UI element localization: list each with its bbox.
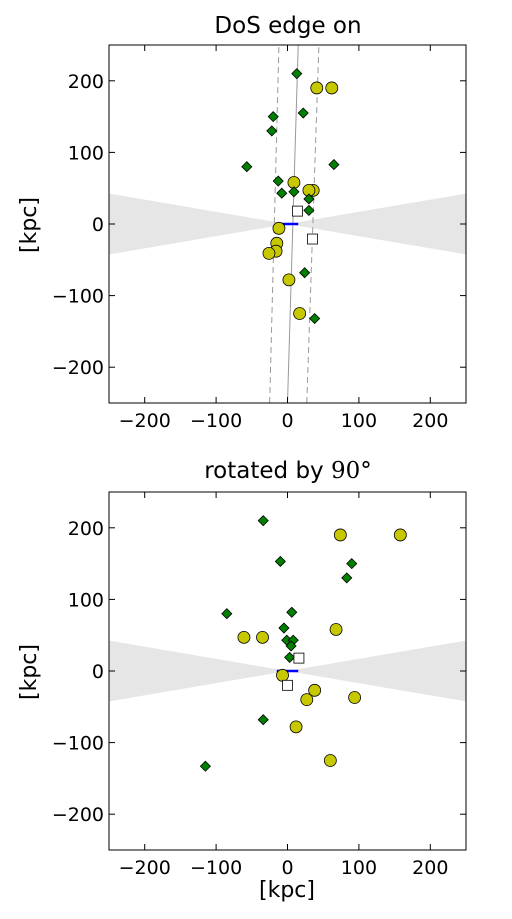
data-point-square	[292, 205, 303, 217]
data-point-diamond	[221, 608, 233, 620]
y-tick-label: 200	[68, 71, 104, 93]
data-point-circle	[262, 246, 276, 260]
chart-panel-rotated: rotated by 90° −200 −100 0 100 200 −200 −100 0 1…	[17, 458, 467, 903]
chart-title-math: 90°	[331, 458, 372, 484]
y-tick-label: 0	[92, 214, 104, 236]
data-point-diamond	[303, 204, 315, 216]
y-tick-label: 0	[92, 661, 104, 683]
data-point-square	[293, 652, 305, 664]
y-tick-label: 200	[68, 518, 104, 540]
data-point-circle	[293, 307, 307, 320]
x-tick-label: 100	[341, 410, 377, 432]
data-point-diamond	[341, 572, 353, 584]
data-point-circle	[282, 273, 296, 287]
data-point-diamond	[257, 515, 269, 527]
data-point-circle	[333, 528, 347, 542]
data-point-diamond	[266, 125, 278, 137]
data-point-circle	[323, 754, 337, 767]
disk-wedge-right	[287, 193, 466, 255]
x-tick-label: −100	[190, 410, 242, 432]
chart-title: DoS edge on	[214, 13, 361, 39]
data-point-diamond	[346, 558, 358, 570]
y-tick-label: 100	[68, 589, 104, 611]
data-point-circle	[276, 668, 289, 682]
data-point-diamond	[257, 714, 269, 726]
data-point-diamond	[285, 640, 297, 652]
chart-panel-edge-on: DoS edge on −200 −100 0 100 200 −200 −100 0 100 2…	[17, 13, 467, 432]
x-axis-label: [kpc]	[259, 878, 315, 903]
y-tick-label: −200	[52, 804, 104, 826]
data-point-circle	[348, 691, 362, 704]
data-point-diamond	[284, 651, 296, 663]
y-tick-label: −100	[52, 733, 104, 755]
data-point-diamond	[309, 312, 321, 325]
x-tick-label: −200	[119, 857, 171, 879]
plot-area: −200 −100 0 100 200 −200 −100 0 100 200	[52, 44, 467, 432]
x-tick-label: −200	[119, 410, 171, 432]
data-point-diamond	[303, 193, 315, 205]
data-point-square	[307, 233, 318, 245]
data-point-circle	[237, 630, 251, 644]
x-tick-label: 0	[281, 857, 293, 879]
data-point-circle	[393, 528, 407, 542]
x-tick-label: −100	[190, 857, 242, 879]
data-point-circle	[300, 693, 314, 707]
data-point-circle	[329, 623, 343, 636]
x-tick-label: 100	[341, 857, 377, 879]
data-point-diamond	[286, 606, 298, 618]
plot-content	[109, 45, 466, 403]
data-point-diamond	[267, 111, 279, 123]
x-tick-label: 200	[412, 410, 448, 432]
disk-wedge-right	[287, 640, 466, 702]
data-point-diamond	[276, 187, 288, 199]
data-point-circle	[272, 221, 286, 235]
data-point-diamond	[288, 186, 300, 198]
y-tick-label: −200	[52, 357, 104, 379]
data-point-circle	[289, 720, 303, 734]
data-point-square	[282, 679, 293, 691]
data-point-diamond	[278, 622, 290, 634]
data-point-diamond	[199, 760, 211, 772]
data-point-diamond	[291, 68, 303, 80]
data-point-diamond	[272, 175, 284, 187]
data-point-diamond	[274, 555, 286, 568]
data-point-circle	[310, 81, 324, 95]
data-point-circle	[325, 81, 339, 95]
plot-area: −200 −100 0 100 200 −200 −100 0 100 200	[52, 491, 467, 879]
y-axis-label: [kpc]	[17, 197, 42, 253]
data-point-circle	[256, 630, 269, 644]
chart-title: rotated by 90°	[204, 458, 372, 484]
y-tick-label: 100	[68, 142, 104, 164]
data-point-diamond	[299, 267, 311, 279]
data-point-diamond	[241, 161, 253, 173]
x-tick-label: 200	[412, 857, 448, 879]
y-tick-label: −100	[52, 286, 104, 308]
data-point-diamond	[297, 107, 309, 119]
y-axis-label: [kpc]	[17, 644, 42, 700]
data-point-diamond	[328, 159, 340, 171]
disk-wedge-left	[109, 193, 288, 255]
data-point-circle	[308, 683, 322, 697]
x-tick-label: 0	[281, 410, 293, 432]
disk-wedge-left	[109, 640, 288, 702]
plot-content	[109, 515, 466, 772]
chart-title-text: rotated by	[204, 458, 331, 484]
